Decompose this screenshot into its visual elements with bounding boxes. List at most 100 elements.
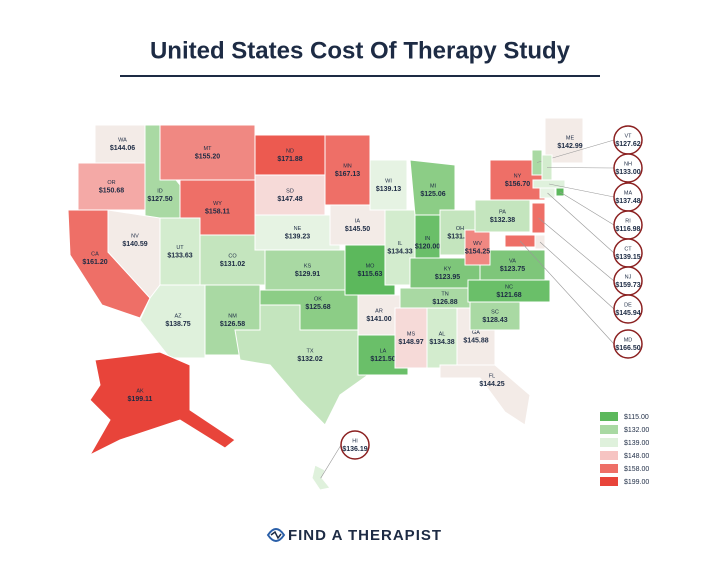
state-abbr: MT — [204, 146, 213, 152]
state-price: $145.50 — [345, 226, 370, 233]
callout-line — [559, 191, 615, 226]
state-price: $145.94 — [615, 310, 640, 317]
state-price: $167.13 — [335, 171, 360, 178]
state-abbr: IL — [398, 241, 403, 247]
state-price: $132.02 — [297, 356, 322, 363]
state-abbr: NM — [228, 313, 237, 319]
state-abbr: AK — [136, 388, 144, 394]
legend-label: $158.00 — [624, 466, 649, 473]
state-price: $147.48 — [277, 196, 302, 203]
state-abbr: MA — [624, 190, 633, 196]
state-price: $139.13 — [376, 186, 401, 193]
state-price: $126.58 — [220, 321, 245, 328]
state-abbr: DE — [624, 302, 632, 308]
state-price: $139.15 — [615, 254, 640, 261]
legend-label: $115.00 — [624, 414, 649, 421]
state-price: $145.88 — [463, 337, 488, 344]
legend-label: $199.00 — [624, 479, 649, 486]
legend-swatch — [600, 477, 618, 486]
state-price: $125.68 — [305, 304, 330, 311]
callout-circle — [613, 329, 643, 359]
state-abbr: FL — [489, 373, 495, 379]
callout-line — [539, 241, 615, 310]
state-abbr: NJ — [625, 274, 632, 280]
state-abbr: MO — [366, 263, 376, 269]
state-abbr: VA — [509, 258, 516, 264]
state-price: $120.00 — [415, 243, 440, 250]
state-abbr: NY — [514, 173, 522, 179]
state-price: $148.97 — [398, 339, 423, 346]
state — [234, 304, 376, 426]
legend-swatch — [600, 412, 618, 421]
state-abbr: CA — [91, 251, 99, 257]
state-price: $158.11 — [205, 208, 230, 215]
legend-label: $132.00 — [624, 427, 649, 434]
state-abbr: KS — [304, 263, 312, 269]
state-price: $133.63 — [167, 252, 192, 259]
legend-swatch — [600, 438, 618, 447]
state-price: $131.02 — [220, 261, 245, 268]
state-abbr: OR — [107, 180, 115, 186]
state-price: $171.88 — [277, 156, 302, 163]
state-abbr: CO — [228, 253, 237, 259]
state-abbr: IN — [425, 236, 431, 242]
state-abbr: RI — [625, 218, 631, 224]
legend-swatch — [600, 451, 618, 460]
callout-line — [519, 240, 615, 345]
callout-line — [548, 183, 615, 198]
callout-circle — [613, 294, 643, 324]
state-abbr: LA — [380, 348, 387, 354]
state-price: $156.70 — [505, 181, 530, 188]
state-abbr: GA — [472, 330, 480, 336]
legend-label: $148.00 — [624, 453, 649, 460]
state-abbr: AR — [375, 308, 383, 314]
state-price: $161.20 — [82, 259, 107, 266]
state-abbr: AL — [439, 331, 446, 337]
state-abbr: KY — [444, 266, 452, 272]
state-price: $126.88 — [432, 299, 457, 306]
state-price: $127.62 — [615, 141, 640, 148]
state-price: $128.43 — [482, 317, 507, 324]
callout-line — [320, 444, 342, 479]
state-price: $199.11 — [128, 396, 153, 403]
state-abbr: TX — [306, 348, 313, 354]
state-abbr: MN — [343, 163, 352, 169]
state-price: $138.75 — [165, 321, 190, 328]
state-abbr: PA — [499, 209, 506, 215]
state-abbr: MD — [624, 337, 633, 343]
legend-swatch — [600, 464, 618, 473]
state-abbr: CT — [624, 246, 632, 252]
state-abbr: MS — [407, 331, 416, 337]
state-price: $123.75 — [500, 266, 525, 273]
map: WA$144.06OR$150.68CA$161.20ID$127.50MT$1… — [67, 117, 643, 491]
callout-line — [546, 167, 615, 169]
state-price: $154.25 — [465, 248, 490, 255]
state-price: $137.48 — [615, 198, 640, 205]
state-price: $121.50 — [370, 356, 395, 363]
state-price: $155.20 — [195, 153, 220, 160]
state-abbr: WI — [385, 178, 392, 184]
state-price: $142.99 — [557, 143, 582, 150]
state-price: $125.06 — [420, 191, 445, 198]
state-abbr: UT — [176, 245, 184, 251]
state-abbr: WA — [118, 137, 127, 143]
state — [489, 159, 546, 201]
state-abbr: NH — [624, 161, 632, 167]
state — [479, 249, 546, 281]
state-abbr: ID — [157, 188, 163, 194]
state-price: $141.00 — [366, 316, 391, 323]
state-price: $134.33 — [387, 248, 412, 255]
state-abbr: WY — [213, 201, 222, 207]
state-price: $140.59 — [122, 241, 147, 248]
state-price: $133.00 — [615, 169, 640, 176]
state-price: $136.19 — [342, 446, 367, 453]
state-price: $129.91 — [295, 271, 320, 278]
state-price: $144.25 — [479, 381, 504, 388]
state-price: $139.23 — [285, 233, 310, 240]
state-abbr: MI — [430, 183, 437, 189]
brand-logo — [266, 528, 286, 542]
state-price: $132.38 — [490, 217, 515, 224]
state-abbr: HI — [352, 438, 358, 444]
state-price: $134.38 — [429, 339, 454, 346]
